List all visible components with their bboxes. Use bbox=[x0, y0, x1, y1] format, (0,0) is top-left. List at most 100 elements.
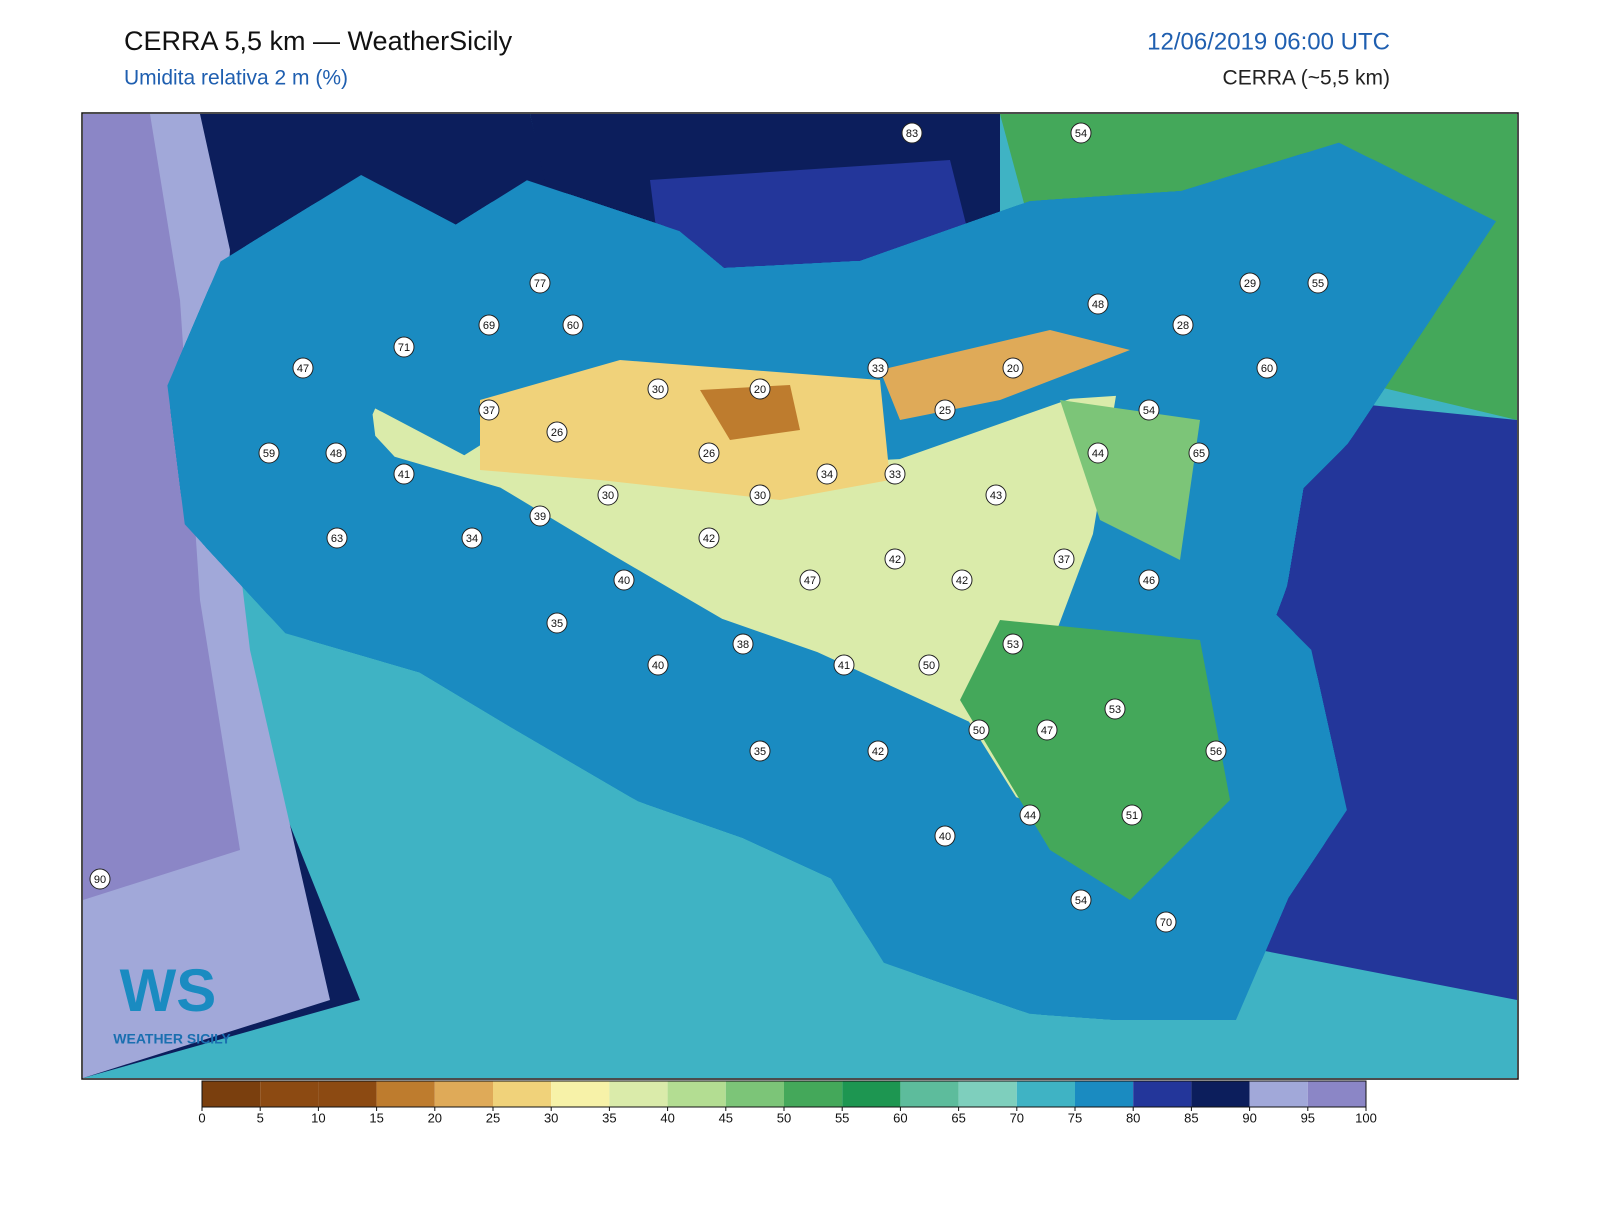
station-value: 40 bbox=[939, 831, 951, 843]
colorbar-tick-label: 35 bbox=[602, 1110, 616, 1125]
colorbar-swatch bbox=[1307, 1081, 1366, 1107]
station-marker bbox=[1002, 633, 1024, 655]
dry-area bbox=[880, 330, 1130, 420]
station-value: 42 bbox=[956, 575, 968, 587]
colorbar-tick-label: 55 bbox=[835, 1110, 849, 1125]
colorbar-swatch bbox=[784, 1081, 843, 1107]
station-value: 53 bbox=[1007, 639, 1019, 651]
subtitle: Umidita relativa 2 m (%) bbox=[124, 67, 348, 90]
station-marker bbox=[749, 740, 771, 762]
station-marker bbox=[1070, 889, 1092, 911]
station-marker bbox=[647, 654, 669, 676]
station-value: 26 bbox=[551, 427, 563, 439]
station-value: 40 bbox=[618, 575, 630, 587]
station-value: 54 bbox=[1075, 895, 1087, 907]
station-value: 41 bbox=[838, 660, 850, 672]
dry-area bbox=[700, 385, 800, 440]
station-value: 65 bbox=[1193, 448, 1205, 460]
logo-initials: WS bbox=[120, 957, 217, 1024]
colorbar: 0 5 10 15 20 25 30 35 40 45 50 55 60 65 70 75 80 85 90 95 10… bbox=[198, 1080, 1377, 1125]
station-value: 50 bbox=[973, 725, 985, 737]
station-marker bbox=[546, 421, 568, 443]
colorbar-swatch bbox=[202, 1081, 261, 1107]
station-value: 53 bbox=[1109, 704, 1121, 716]
station-marker bbox=[985, 484, 1007, 506]
station-value: 43 bbox=[990, 490, 1002, 502]
station-marker bbox=[799, 569, 821, 591]
station-marker bbox=[951, 569, 973, 591]
station-marker bbox=[613, 569, 635, 591]
colorbar-swatch bbox=[493, 1081, 552, 1107]
station-value: 71 bbox=[398, 342, 410, 354]
station-marker bbox=[258, 442, 280, 464]
colorbar-tick-label: 30 bbox=[544, 1110, 558, 1125]
station-marker bbox=[597, 484, 619, 506]
logo-name: WEATHER SICILY bbox=[113, 1031, 231, 1047]
station-value: 37 bbox=[1058, 554, 1070, 566]
colorbar-tick-label: 65 bbox=[951, 1110, 965, 1125]
station-marker bbox=[1002, 357, 1024, 379]
station-marker bbox=[918, 654, 940, 676]
station-marker bbox=[1036, 719, 1058, 741]
title: CERRA 5,5 km — WeatherSicily bbox=[124, 26, 513, 56]
colorbar-swatch bbox=[1133, 1081, 1192, 1107]
station-marker bbox=[732, 633, 754, 655]
station-value: 44 bbox=[1092, 448, 1104, 460]
station-marker bbox=[1087, 442, 1109, 464]
station-value: 90 bbox=[94, 874, 106, 886]
station-marker bbox=[89, 868, 111, 890]
station-value: 77 bbox=[534, 278, 546, 290]
station-value: 69 bbox=[483, 320, 495, 332]
station-value: 47 bbox=[297, 363, 309, 375]
station-value: 42 bbox=[889, 554, 901, 566]
station-marker bbox=[1053, 548, 1075, 570]
station-value: 30 bbox=[602, 490, 614, 502]
colorbar-swatch bbox=[551, 1081, 610, 1107]
station-value: 25 bbox=[939, 405, 951, 417]
colorbar-swatch bbox=[434, 1081, 493, 1107]
station-marker bbox=[1104, 698, 1126, 720]
station-value: 54 bbox=[1143, 405, 1155, 417]
station-value: 47 bbox=[1041, 725, 1053, 737]
station-value: 48 bbox=[1092, 299, 1104, 311]
colorbar-swatch bbox=[609, 1081, 668, 1107]
colorbar-swatch bbox=[958, 1081, 1017, 1107]
colorbar-tick-label: 40 bbox=[660, 1110, 674, 1125]
colorbar-tick-label: 80 bbox=[1126, 1110, 1140, 1125]
station-value: 48 bbox=[330, 448, 342, 460]
station-value: 35 bbox=[754, 746, 766, 758]
colorbar-tick-label: 45 bbox=[719, 1110, 733, 1125]
station-marker bbox=[749, 484, 771, 506]
model-label: CERRA (~5,5 km) bbox=[1223, 67, 1390, 90]
station-value: 70 bbox=[1160, 917, 1172, 929]
station-marker bbox=[884, 463, 906, 485]
station-marker bbox=[393, 463, 415, 485]
station-value: 46 bbox=[1143, 575, 1155, 587]
station-value: 35 bbox=[551, 618, 563, 630]
station-value: 28 bbox=[1177, 320, 1189, 332]
colorbar-swatch bbox=[725, 1081, 784, 1107]
station-value: 33 bbox=[889, 469, 901, 481]
station-value: 39 bbox=[534, 511, 546, 523]
colorbar-tick-label: 0 bbox=[198, 1110, 205, 1125]
colorbar-swatch bbox=[1249, 1081, 1308, 1107]
station-marker bbox=[1138, 569, 1160, 591]
colorbar-tick-label: 50 bbox=[777, 1110, 791, 1125]
station-value: 20 bbox=[1007, 363, 1019, 375]
station-marker bbox=[968, 719, 990, 741]
colorbar-swatch bbox=[318, 1081, 377, 1107]
station-value: 60 bbox=[567, 320, 579, 332]
station-value: 51 bbox=[1126, 810, 1138, 822]
station-value: 40 bbox=[652, 660, 664, 672]
colorbar-tick-label: 10 bbox=[311, 1110, 325, 1125]
station-value: 59 bbox=[263, 448, 275, 460]
colorbar-tick-label: 5 bbox=[257, 1110, 264, 1125]
colorbar-tick-label: 85 bbox=[1184, 1110, 1198, 1125]
station-marker bbox=[546, 612, 568, 634]
humid-sea bbox=[83, 114, 240, 900]
station-value: 42 bbox=[872, 746, 884, 758]
station-marker bbox=[934, 825, 956, 847]
colorbar-tick-label: 70 bbox=[1010, 1110, 1024, 1125]
station-value: 44 bbox=[1024, 810, 1036, 822]
